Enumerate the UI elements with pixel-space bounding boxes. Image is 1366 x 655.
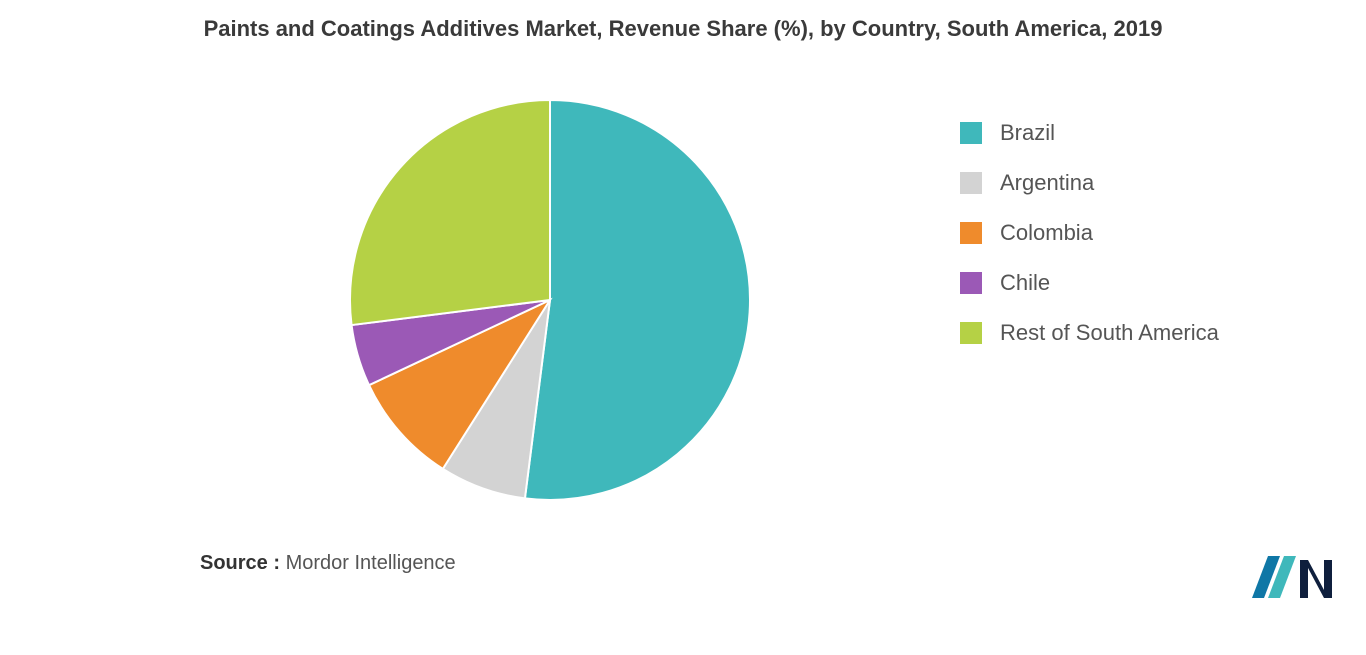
legend-label: Chile — [1000, 270, 1050, 296]
legend-swatch — [960, 122, 982, 144]
legend-swatch — [960, 222, 982, 244]
logo — [1250, 550, 1336, 600]
legend-label: Argentina — [1000, 170, 1094, 196]
legend-item: Brazil — [960, 120, 1219, 146]
legend-label: Colombia — [1000, 220, 1093, 246]
legend: Brazil Argentina Colombia Chile Rest of Sout… — [960, 120, 1219, 370]
source-line: Source : Mordor Intelligence — [200, 552, 456, 575]
chart-title-text: Paints and Coatings Additives Market, Re… — [204, 16, 1163, 41]
legend-swatch — [960, 322, 982, 344]
pie-slice — [525, 100, 750, 500]
legend-swatch — [960, 272, 982, 294]
pie-slice — [350, 100, 550, 325]
logo-svg — [1250, 550, 1336, 600]
legend-item: Rest of South America — [960, 320, 1219, 346]
logo-n — [1300, 560, 1332, 598]
source-value: Mordor Intelligence — [286, 552, 456, 574]
legend-swatch — [960, 172, 982, 194]
legend-label: Rest of South America — [1000, 320, 1219, 346]
page: Paints and Coatings Additives Market, Re… — [0, 0, 1366, 655]
pie-svg — [340, 90, 760, 510]
pie-chart — [340, 90, 760, 510]
legend-item: Argentina — [960, 170, 1219, 196]
legend-label: Brazil — [1000, 120, 1055, 146]
legend-item: Colombia — [960, 220, 1219, 246]
source-label: Source : — [200, 552, 280, 574]
chart-title: Paints and Coatings Additives Market, Re… — [0, 16, 1366, 42]
legend-item: Chile — [960, 270, 1219, 296]
